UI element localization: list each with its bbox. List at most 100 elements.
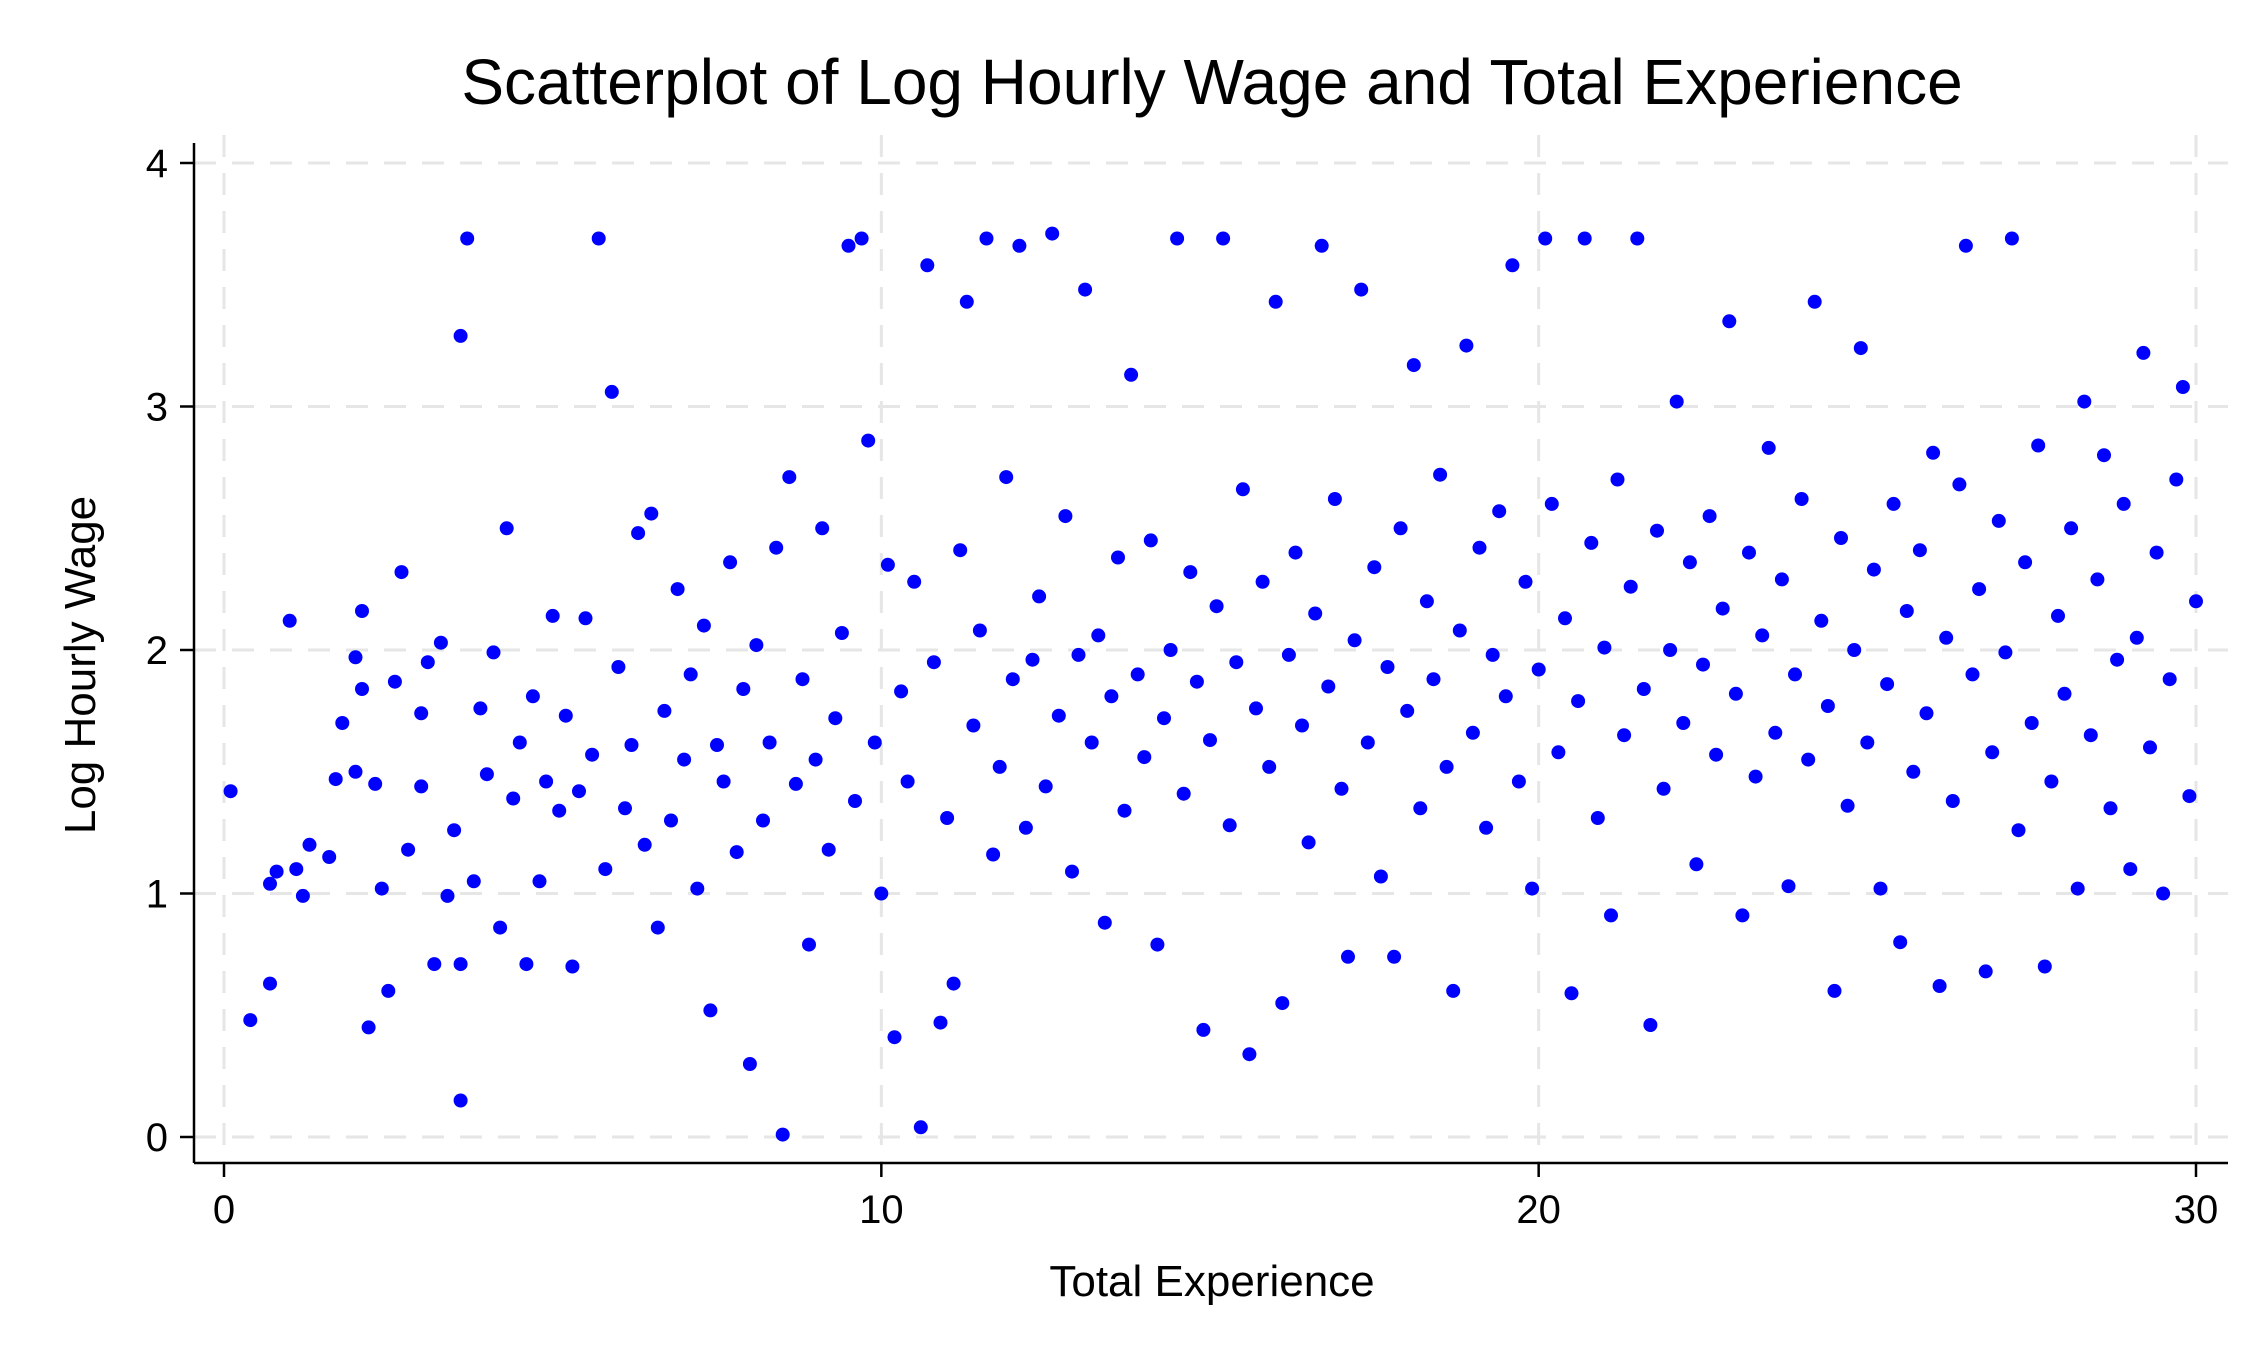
data-point [387, 674, 402, 689]
data-point [1459, 338, 1474, 353]
data-point [1860, 735, 1875, 750]
data-point [1873, 881, 1888, 896]
data-point [1551, 745, 1566, 760]
data-point [762, 735, 777, 750]
data-point [585, 747, 600, 762]
data-point [545, 608, 560, 623]
data-point [933, 1015, 948, 1030]
data-point [2123, 862, 2138, 877]
data-point [348, 764, 363, 779]
data-point [1045, 226, 1060, 241]
data-point [2169, 472, 2184, 487]
data-point [1406, 358, 1421, 373]
grid-lines [194, 135, 2228, 1163]
data-point [1978, 964, 1993, 979]
data-point [263, 876, 277, 891]
data-point [1176, 786, 1191, 801]
data-point [1189, 674, 1204, 689]
data-point [1722, 314, 1737, 329]
data-point [1590, 811, 1605, 825]
data-point [1748, 769, 1763, 784]
data-point [986, 847, 1001, 862]
data-point [920, 258, 935, 273]
data-point [703, 1003, 718, 1018]
data-point [2031, 438, 2046, 453]
data-point [552, 803, 567, 818]
data-point [223, 784, 238, 799]
data-point [624, 738, 639, 752]
data-point [519, 957, 534, 972]
data-point [1906, 764, 1921, 779]
data-point [1203, 733, 1217, 748]
data-point [512, 735, 527, 750]
data-point [611, 660, 626, 674]
data-point [1341, 949, 1355, 964]
data-point [644, 506, 659, 521]
data-point [348, 650, 363, 665]
data-point [1682, 555, 1697, 570]
data-point [769, 540, 784, 555]
data-point [894, 684, 909, 699]
data-point [1433, 467, 1448, 482]
data-point [1709, 747, 1724, 762]
data-point [1334, 781, 1349, 796]
data-point [414, 706, 429, 721]
data-point [1413, 801, 1428, 816]
data-point [1840, 798, 1855, 813]
data-point [1538, 231, 1553, 246]
data-point [618, 801, 632, 816]
data-point [1229, 655, 1244, 670]
x-tick-label-1: 10 [859, 1188, 904, 1232]
x-axis-label: Total Experience [1049, 1257, 1374, 1306]
chart-title: Scatterplot of Log Hourly Wage and Total… [461, 46, 1962, 118]
data-point [1866, 562, 1881, 577]
data-point [1952, 477, 1967, 492]
data-point [1130, 667, 1145, 682]
data-point [861, 433, 876, 448]
data-point [729, 845, 744, 860]
data-point [1617, 728, 1632, 743]
data-point [966, 718, 981, 733]
data-point [486, 645, 501, 660]
data-point [1157, 711, 1171, 726]
data-point [1531, 662, 1546, 677]
data-point [453, 957, 468, 972]
data-point [677, 752, 692, 767]
data-point [1104, 689, 1119, 704]
data-point [1005, 672, 1020, 687]
data-point [374, 881, 389, 896]
data-point [1347, 633, 1362, 648]
data-point [999, 470, 1014, 485]
data-point [900, 774, 915, 789]
data-point [1656, 781, 1671, 796]
data-point [1163, 643, 1178, 657]
data-point [598, 862, 613, 877]
data-point [1919, 706, 1934, 721]
data-point [1899, 604, 1914, 618]
data-point [2129, 630, 2144, 645]
data-point [1025, 652, 1040, 667]
data-point [2077, 394, 2092, 409]
y-tick-label-1: 1 [146, 873, 168, 917]
data-point [368, 776, 383, 791]
data-point [1912, 543, 1927, 558]
data-point [2149, 545, 2164, 560]
data-point [808, 752, 823, 767]
data-point [1564, 986, 1579, 1001]
data-point [1150, 937, 1165, 952]
data-point [1196, 1022, 1211, 1037]
data-point [1360, 735, 1375, 750]
data-point [295, 888, 310, 903]
data-point [1630, 231, 1645, 246]
data-point [1479, 820, 1494, 835]
data-point [775, 1127, 790, 1142]
data-point [1111, 550, 1125, 565]
data-point [1571, 694, 1586, 709]
data-point [795, 672, 810, 687]
data-point [1728, 686, 1743, 701]
data-point [1255, 574, 1270, 589]
data-point [907, 574, 922, 589]
data-point [1321, 679, 1336, 694]
y-tick-label-3: 3 [146, 386, 168, 430]
